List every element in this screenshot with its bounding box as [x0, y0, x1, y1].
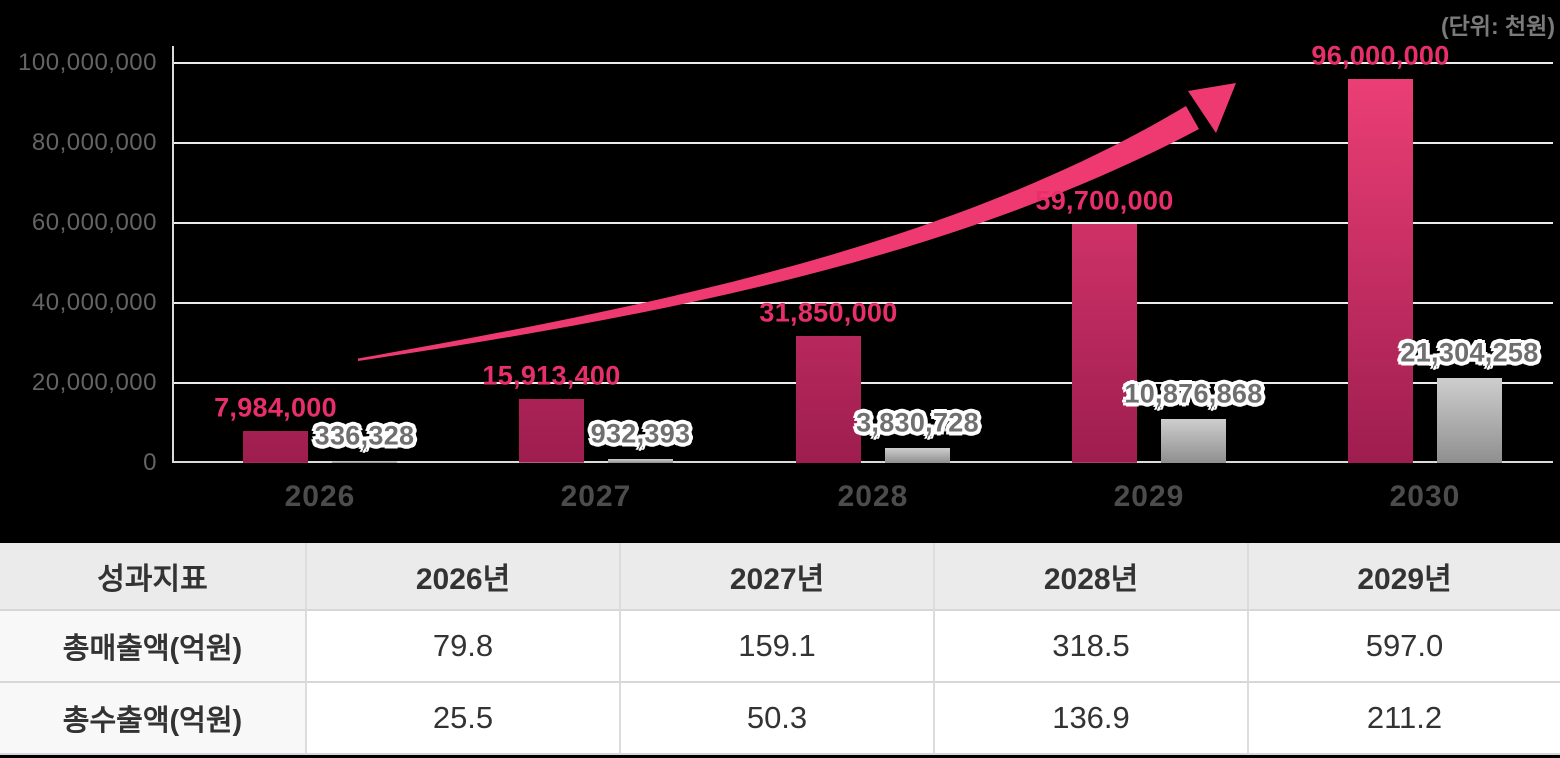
table-cell-export-2027: 50.3	[621, 683, 935, 755]
x-axis-label-2030: 2030	[1389, 480, 1461, 513]
x-axis-label-2026: 2026	[284, 480, 356, 513]
y-tick-label: 40,000,000	[31, 289, 157, 316]
gridline	[173, 382, 1553, 384]
bar-export-2026	[332, 461, 397, 463]
table-cell-revenue-2026: 79.8	[307, 611, 621, 683]
performance-table: 성과지표 2026년 2027년 2028년 2029년 총매출액(억원) 79…	[0, 543, 1560, 755]
table-cell-export-2028: 136.9	[935, 683, 1249, 755]
value-label-export-2027: 932,393	[590, 418, 691, 449]
y-tick-label: 60,000,000	[31, 209, 157, 236]
table-header-2028: 2028년	[935, 543, 1249, 611]
bar-export-2030	[1437, 377, 1502, 463]
value-label-export-2026: 336,328	[314, 420, 415, 451]
gridline	[173, 142, 1553, 144]
table-cell-revenue-2028: 318.5	[935, 611, 1249, 683]
bar-chart: (단위: 천원) 0 20,000,000 40,000,000 60,000,000…	[18, 13, 1555, 513]
table-cell-export-2029: 211.2	[1249, 683, 1560, 755]
value-label-export-2029: 10,876,868	[1124, 378, 1263, 409]
table-cell-export-2026: 25.5	[307, 683, 621, 755]
bar-revenue-2029	[1072, 224, 1137, 463]
value-label-revenue-2026: 7,984,000	[214, 392, 337, 423]
gridline	[173, 62, 1553, 64]
bar-export-2028	[885, 447, 950, 463]
y-tick-label: 20,000,000	[31, 369, 157, 396]
value-label-export-2030: 21,304,258	[1400, 337, 1539, 368]
bar-revenue-2030	[1348, 79, 1413, 463]
value-label-revenue-2027: 15,913,400	[482, 360, 621, 391]
y-tick-label: 100,000,000	[18, 49, 157, 76]
table-row-label-revenue: 총매출액(억원)	[0, 611, 307, 683]
value-label-export-2028: 3,830,728	[856, 407, 979, 438]
x-axis-line	[173, 461, 1553, 463]
bar-revenue-2028	[796, 335, 861, 463]
bar-export-2027	[608, 459, 673, 463]
y-tick-label: 80,000,000	[31, 129, 157, 156]
table-header-2027: 2027년	[621, 543, 935, 611]
bar-export-2029	[1161, 419, 1226, 463]
table-row-label-export: 총수출액(억원)	[0, 683, 307, 755]
y-axis-line	[172, 46, 174, 463]
value-label-revenue-2029: 59,700,000	[1035, 185, 1174, 216]
x-axis-label-2028: 2028	[837, 480, 909, 513]
value-label-revenue-2028: 31,850,000	[759, 297, 898, 328]
table-header-2029: 2029년	[1249, 543, 1560, 611]
x-axis-label-2027: 2027	[560, 480, 632, 513]
table-cell-revenue-2029: 597.0	[1249, 611, 1560, 683]
unit-label: (단위: 천원)	[1440, 13, 1555, 39]
bar-revenue-2027	[519, 399, 584, 463]
table-header-2026: 2026년	[307, 543, 621, 611]
table-cell-revenue-2027: 159.1	[621, 611, 935, 683]
y-tick-label: 0	[143, 449, 157, 476]
gridline	[173, 222, 1553, 224]
table-header-indicator: 성과지표	[0, 543, 307, 611]
bar-revenue-2026	[243, 431, 308, 463]
x-axis-label-2029: 2029	[1113, 480, 1185, 513]
value-label-revenue-2030: 96,000,000	[1311, 40, 1450, 71]
